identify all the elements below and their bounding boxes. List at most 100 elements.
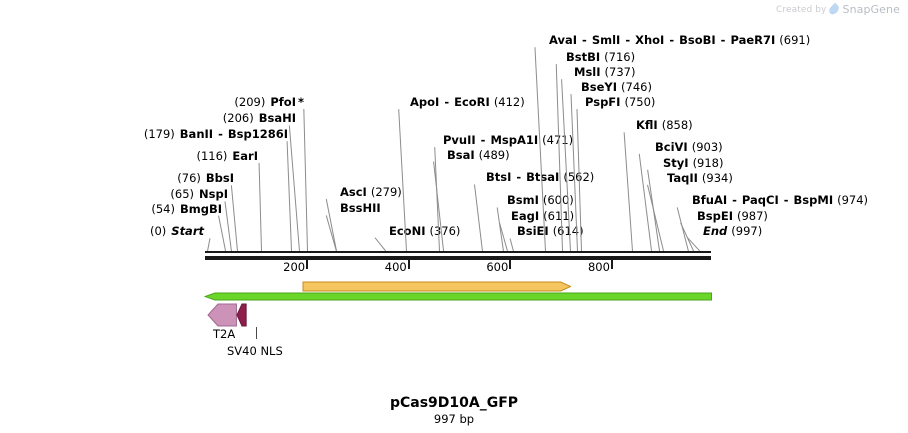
page-title: pCas9D10A_GFP <box>389 395 519 411</box>
enzyme-name[interactable]: BanII <box>179 127 214 141</box>
enzyme-label-row[interactable]: AscI (279) <box>340 186 402 198</box>
enzyme-name[interactable]: BspEI <box>697 209 733 223</box>
enzyme-name[interactable]: NspI <box>199 187 228 201</box>
enzyme-label-row[interactable]: BssHII <box>340 202 381 214</box>
enzyme-name[interactable]: EarI <box>232 149 258 163</box>
feature-arrow-shape <box>236 303 247 327</box>
enzyme-name[interactable]: EcoNI <box>389 224 426 238</box>
enzyme-name[interactable]: BsmI <box>507 193 539 207</box>
enzyme-label-row[interactable]: PvuII - MspA1I(471) <box>443 134 573 146</box>
enzyme-cut-position: (858) <box>661 118 693 132</box>
enzyme-leader-line <box>224 200 232 252</box>
enzyme-label-row[interactable]: (209) PfoI * <box>0 96 304 108</box>
enzyme-name[interactable]: BstBI <box>566 50 601 64</box>
enzyme-star-marker-icon: * <box>297 95 304 109</box>
enzyme-label-row[interactable]: EagI (611) <box>511 210 574 222</box>
enzyme-label-row[interactable]: TaqII (934) <box>667 172 733 184</box>
enzyme-name[interactable]: BciVI <box>655 140 688 154</box>
enzyme-name[interactable]: PaqCI <box>741 193 779 207</box>
enzyme-label-row[interactable]: AvaI - SmlI - XhoI - BsoBI - PaeR7I (691) <box>549 34 810 46</box>
enzyme-name[interactable]: StyI <box>663 156 689 170</box>
enzyme-label-row[interactable]: BseYI (746) <box>581 81 652 93</box>
enzyme-name-separator: - <box>621 33 635 47</box>
snapgene-drop-icon <box>827 2 842 17</box>
enzyme-label-row[interactable]: (65) NspI <box>0 188 228 200</box>
enzyme-name-separator: - <box>214 127 227 141</box>
enzyme-label-row[interactable]: BsiEI(614) <box>517 225 584 237</box>
enzyme-name[interactable]: ApoI <box>410 95 440 109</box>
enzyme-label-row[interactable]: KflI (858) <box>636 119 693 131</box>
feature-arrow[interactable] <box>203 292 713 301</box>
enzyme-name[interactable]: XhoI <box>635 33 665 47</box>
enzyme-label-row[interactable]: (116) EarI <box>0 150 258 162</box>
enzyme-name[interactable]: PspFI <box>585 95 621 109</box>
enzyme-label-row[interactable]: BsaI (489) <box>447 149 510 161</box>
enzyme-label-row[interactable]: BspEI (987) <box>697 210 768 222</box>
enzyme-name[interactable]: Bsp1286I <box>227 127 288 141</box>
enzyme-cut-position: (614) <box>549 224 584 238</box>
enzyme-leader-line <box>207 237 211 252</box>
enzyme-label-row[interactable]: MslI (737) <box>574 66 635 78</box>
enzyme-name[interactable]: MslI <box>574 65 601 79</box>
feature-leader-line-sv40-nls <box>256 327 257 339</box>
enzyme-label-row[interactable]: BsmI (600) <box>507 194 574 206</box>
enzyme-name[interactable]: BseYI <box>581 80 618 94</box>
enzyme-name[interactable]: AvaI <box>549 33 578 47</box>
enzyme-leader-line <box>230 184 238 252</box>
enzyme-name[interactable]: TaqII <box>667 171 698 185</box>
enzyme-cut-position: (489) <box>478 148 510 162</box>
enzyme-cut-position: (716) <box>604 50 636 64</box>
enzyme-name[interactable]: BfuAI <box>692 193 728 207</box>
enzyme-leader-line <box>303 108 308 251</box>
enzyme-name[interactable]: BspMI <box>793 193 834 207</box>
enzyme-label-row[interactable]: ApoI - EcoRI (412) <box>410 96 525 108</box>
enzyme-label-row[interactable]: (54) BmgBI <box>0 203 222 215</box>
enzyme-name[interactable]: BssHII <box>340 201 381 215</box>
enzyme-name[interactable]: Start <box>171 224 204 238</box>
enzyme-name[interactable]: PvuII <box>443 133 476 147</box>
enzyme-name[interactable]: BmgBI <box>179 202 222 216</box>
enzyme-name[interactable]: AscI <box>340 185 367 199</box>
enzyme-label-row[interactable]: BstBI (716) <box>566 51 635 63</box>
enzyme-name[interactable]: MspA1I <box>490 133 539 147</box>
enzyme-name[interactable]: End <box>703 224 728 238</box>
enzyme-name[interactable]: BtsI <box>486 170 512 184</box>
enzyme-name-separator: - <box>716 33 730 47</box>
enzyme-name[interactable]: BsaI <box>447 148 475 162</box>
feature-arrow[interactable] <box>236 303 247 327</box>
enzyme-name[interactable]: EagI <box>511 209 540 223</box>
enzyme-name[interactable]: BbsI <box>205 171 234 185</box>
enzyme-name[interactable]: PaeR7I <box>730 33 776 47</box>
enzyme-name[interactable]: BtsaI <box>526 170 560 184</box>
ruler-baseline-upper <box>204 251 711 253</box>
enzyme-label-row[interactable]: StyI (918) <box>663 157 724 169</box>
ruler-tick <box>509 260 512 269</box>
ruler-tick <box>407 260 410 269</box>
enzyme-label-row[interactable]: (179) BanII - Bsp1286I <box>0 128 288 140</box>
enzyme-name[interactable]: KflI <box>636 118 658 132</box>
enzyme-label-row[interactable]: (76) BbsI <box>0 172 234 184</box>
feature-arrow[interactable] <box>206 303 237 327</box>
enzyme-cut-position: (974) <box>837 193 869 207</box>
enzyme-name-separator: - <box>578 33 591 47</box>
enzyme-label-row[interactable]: PspFI (750) <box>585 96 655 108</box>
enzyme-name[interactable]: BsaHI <box>258 111 296 125</box>
enzyme-label-row[interactable]: End (997) <box>703 225 762 237</box>
enzyme-name[interactable]: BsiEI <box>517 224 549 238</box>
enzyme-cut-position: (600) <box>542 193 574 207</box>
enzyme-cut-position: (562) <box>559 170 594 184</box>
enzyme-label-row[interactable]: (206) BsaHI <box>0 112 296 124</box>
enzyme-name[interactable]: SmlI <box>591 33 621 47</box>
enzyme-label-row[interactable]: BciVI (903) <box>655 141 723 153</box>
enzyme-leader-line <box>218 215 226 252</box>
enzyme-label-row[interactable]: BfuAI - PaqCI - BspMI (974) <box>692 194 868 206</box>
enzyme-name[interactable]: BsoBI <box>679 33 716 47</box>
enzyme-cut-position: (209) <box>234 95 266 109</box>
feature-arrow[interactable] <box>302 281 572 292</box>
enzyme-name[interactable]: PfoI <box>270 95 296 109</box>
enzyme-label-row[interactable]: (0) Start <box>0 225 204 237</box>
enzyme-name[interactable]: EcoRI <box>454 95 490 109</box>
enzyme-label-row[interactable]: EcoNI (376) <box>389 225 460 237</box>
enzyme-cut-position: (934) <box>701 171 733 185</box>
